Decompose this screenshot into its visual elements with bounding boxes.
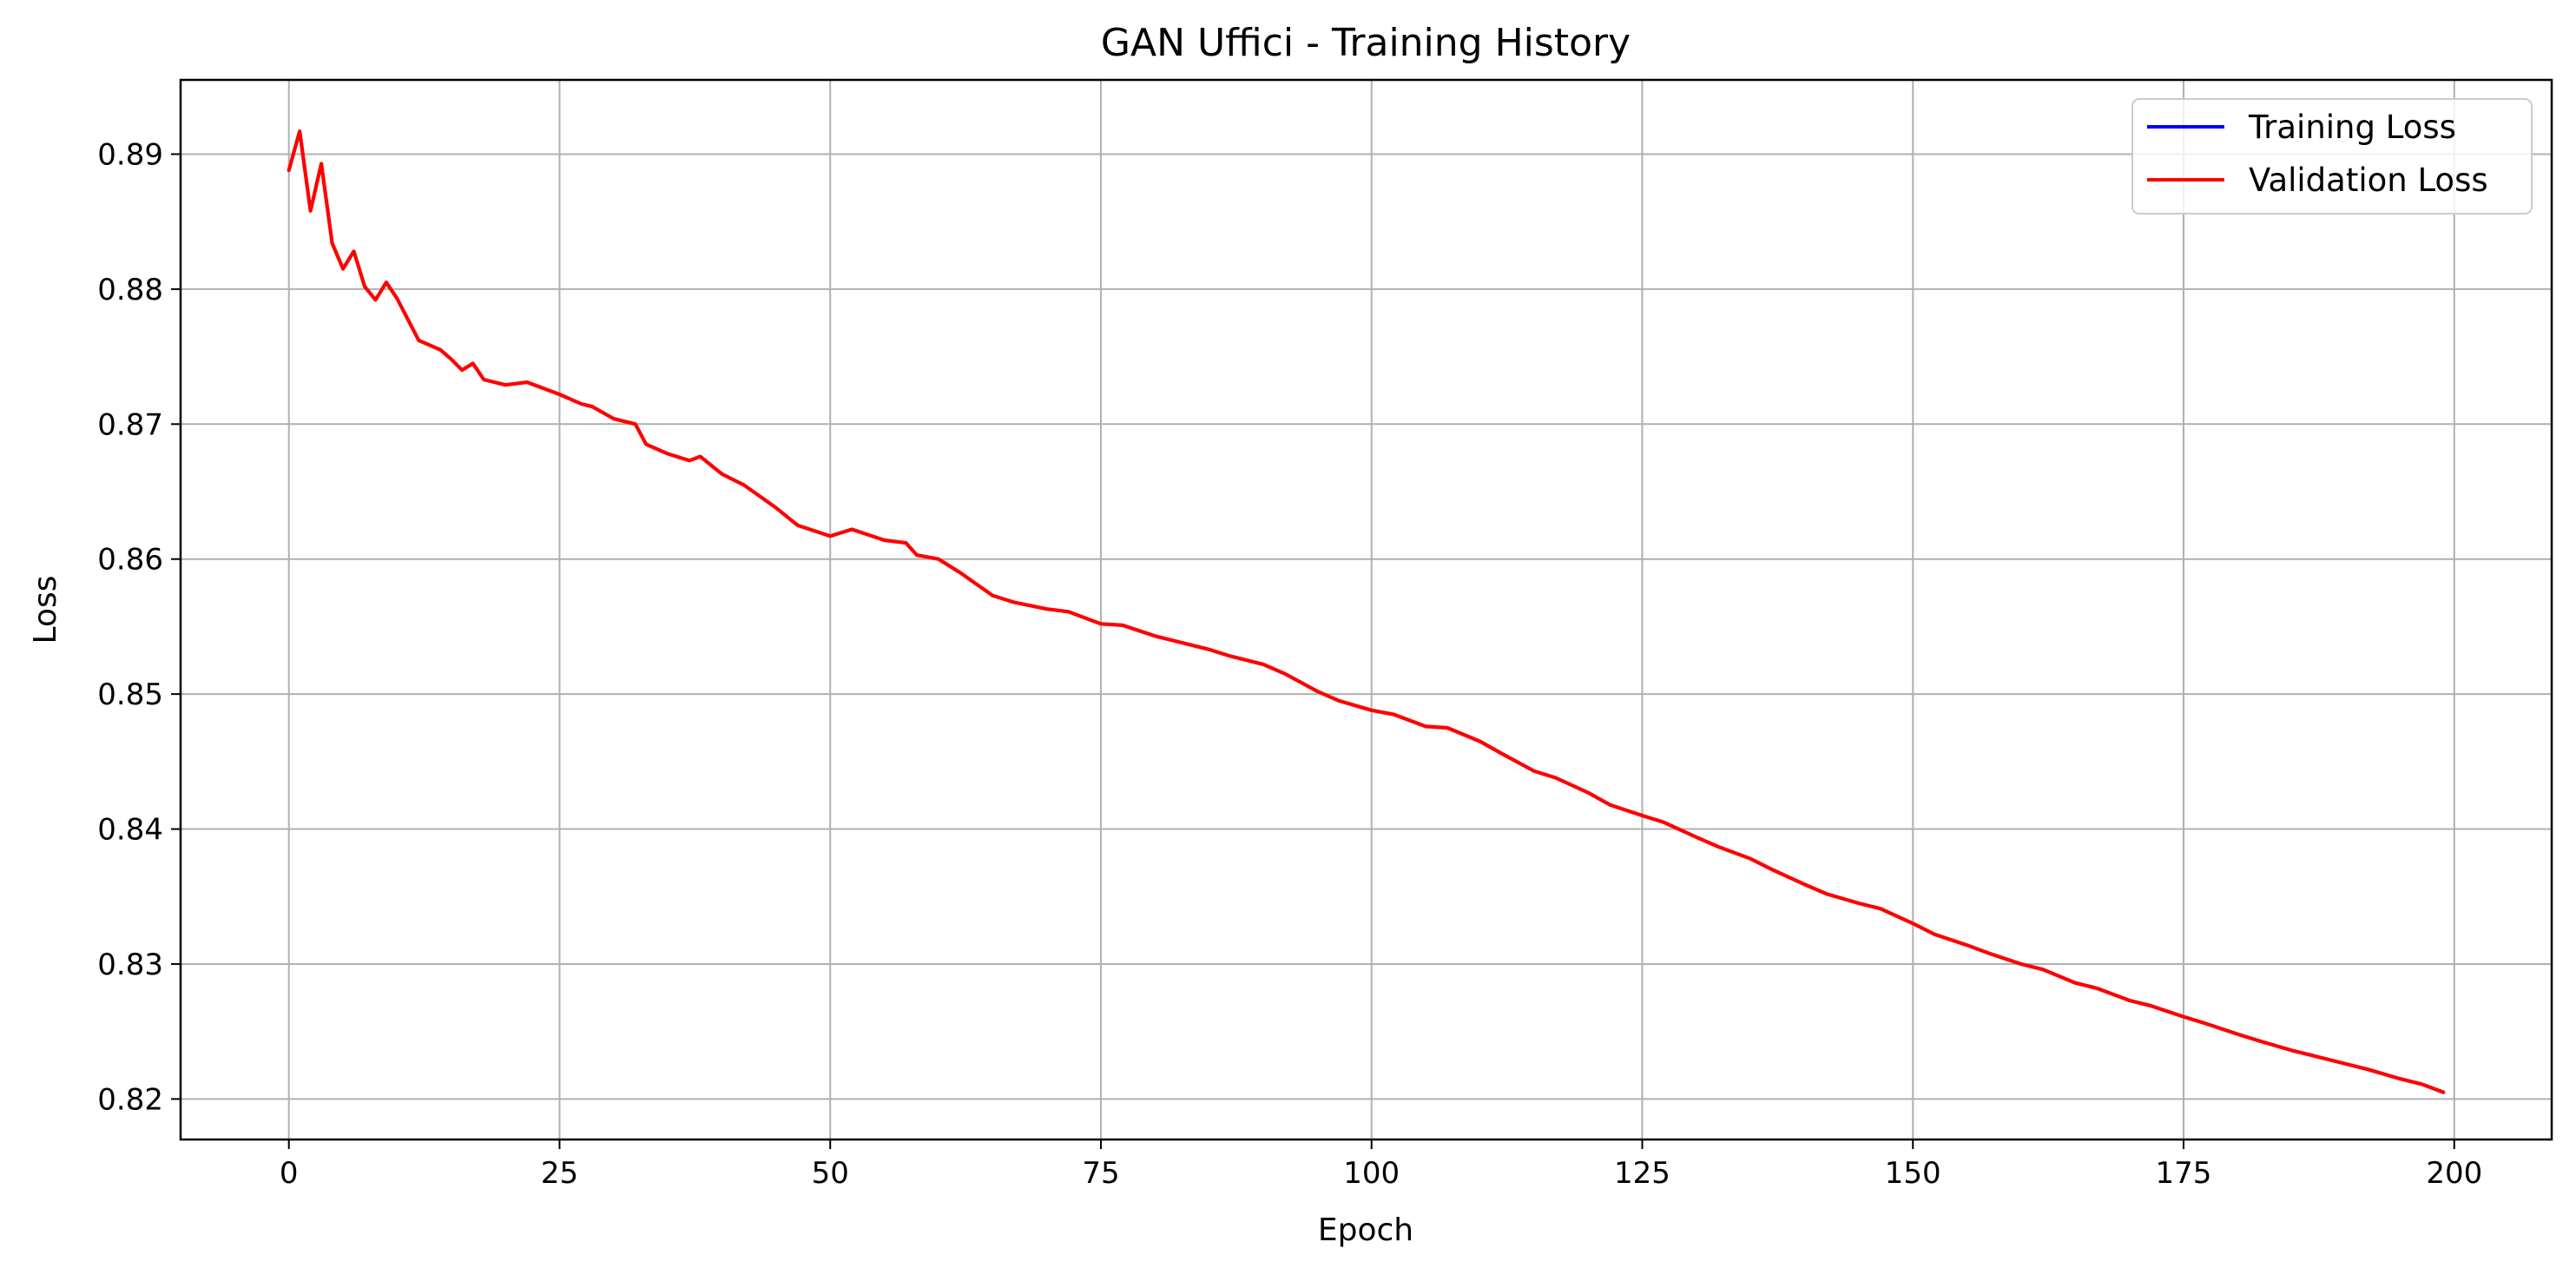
y-tick-label: 0.88 xyxy=(97,273,163,307)
x-tick-label: 0 xyxy=(280,1156,299,1191)
chart-title: GAN Uffici - Training History xyxy=(1101,21,1631,65)
x-tick-label: 25 xyxy=(541,1156,578,1191)
y-tick-label: 0.86 xyxy=(97,543,163,578)
y-tick-label: 0.82 xyxy=(97,1082,163,1117)
x-tick-label: 50 xyxy=(812,1156,849,1191)
y-axis-title: Loss xyxy=(28,576,63,644)
y-tick-label: 0.83 xyxy=(97,948,163,982)
plot-frame xyxy=(179,78,2553,1141)
grid-lines xyxy=(181,80,2552,1140)
legend-label-validation: Validation Loss xyxy=(2249,162,2488,199)
x-tick-label: 125 xyxy=(1614,1156,1670,1191)
series-lines xyxy=(287,129,2446,1094)
x-tick-label: 175 xyxy=(2156,1156,2212,1191)
y-axis-ticks: 0.82 0.83 0.84 0.85 0.86 0.87 0.88 0.89 xyxy=(97,137,181,1117)
y-tick-label: 0.84 xyxy=(97,813,163,848)
x-tick-label: 150 xyxy=(1885,1156,1941,1191)
legend-label-training: Training Loss xyxy=(2248,109,2456,146)
legend-box xyxy=(2131,98,2533,215)
y-tick-label: 0.87 xyxy=(97,407,163,442)
y-tick-label: 0.89 xyxy=(97,137,163,172)
series-line-1 xyxy=(287,129,2446,1094)
legend: Training Loss Validation Loss xyxy=(2131,98,2533,215)
x-axis-ticks: 0 25 50 75 100 125 150 175 200 xyxy=(280,1140,2482,1191)
x-axis-title: Epoch xyxy=(1318,1212,1413,1248)
y-tick-label: 0.85 xyxy=(97,677,163,712)
x-tick-label: 100 xyxy=(1343,1156,1400,1191)
x-tick-label: 200 xyxy=(2426,1156,2482,1191)
x-tick-label: 75 xyxy=(1082,1156,1119,1191)
